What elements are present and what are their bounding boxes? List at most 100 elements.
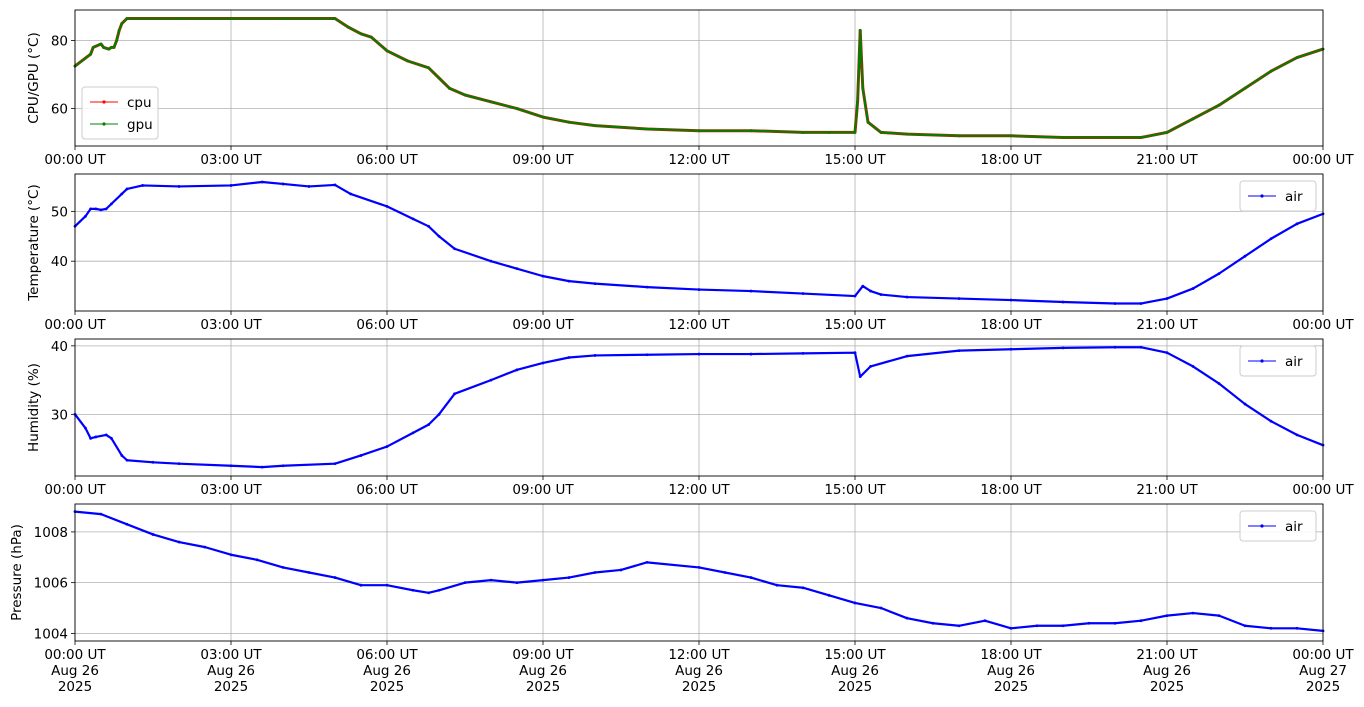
legend-label-cpu: cpu bbox=[127, 95, 152, 111]
data-point-gpu bbox=[515, 107, 519, 110]
data-point-air bbox=[385, 204, 389, 208]
legend-label-air: air bbox=[1285, 354, 1303, 370]
data-point-gpu bbox=[385, 49, 389, 53]
data-point-air bbox=[1009, 347, 1013, 351]
axes-frame bbox=[74, 338, 1324, 477]
data-point-air bbox=[869, 289, 872, 293]
data-point-air bbox=[905, 295, 909, 299]
data-point-air bbox=[905, 354, 909, 358]
x-tick-label: 00:00 UT bbox=[44, 482, 106, 498]
data-point-air bbox=[125, 187, 129, 191]
data-point-air bbox=[453, 247, 456, 251]
data-point-gpu bbox=[437, 76, 441, 80]
data-point-air bbox=[567, 279, 571, 283]
x-tick-label: 15:00 UT bbox=[824, 482, 886, 498]
data-point-air bbox=[1191, 611, 1195, 615]
legend-box bbox=[81, 86, 159, 140]
data-point-gpu bbox=[489, 100, 493, 104]
data-point-air bbox=[1087, 621, 1091, 625]
data-point-air bbox=[879, 606, 883, 610]
data-point-air bbox=[411, 217, 415, 221]
data-point-air bbox=[260, 180, 264, 184]
x-tick-label: 18:00 UT bbox=[980, 152, 1042, 168]
x-tick-label: 21:00 UT bbox=[1136, 152, 1198, 168]
data-point-air bbox=[99, 512, 103, 516]
data-point-air bbox=[84, 214, 87, 218]
data-point-gpu bbox=[1139, 136, 1143, 139]
data-point-air bbox=[827, 593, 831, 597]
legend: air bbox=[1239, 510, 1317, 542]
data-point-gpu bbox=[593, 124, 597, 127]
data-point-air bbox=[1243, 402, 1247, 406]
x-tick-label: 03:00 UT bbox=[200, 482, 262, 498]
x-tick-label: 00:00 UT bbox=[1292, 317, 1354, 333]
data-point-air bbox=[697, 288, 701, 291]
data-point-air bbox=[307, 571, 311, 574]
legend-marker-cpu bbox=[102, 100, 106, 104]
legend-box bbox=[1239, 345, 1317, 377]
data-point-air bbox=[89, 207, 92, 211]
data-point-air bbox=[567, 576, 571, 579]
x-tick-label: 09:00 UT bbox=[512, 482, 574, 498]
data-point-air bbox=[957, 349, 961, 353]
data-point-air bbox=[89, 436, 92, 440]
data-point-air bbox=[411, 431, 415, 435]
data-point-air bbox=[104, 207, 108, 211]
x-tick-label: 00:00 UT bbox=[44, 317, 106, 333]
data-point-air bbox=[1139, 619, 1143, 623]
legend-marker-air bbox=[1260, 194, 1264, 198]
data-point-air bbox=[151, 460, 155, 464]
x-tick-label: 06:00 UT bbox=[356, 317, 418, 333]
data-point-air bbox=[1165, 297, 1169, 300]
panel-1: 00:00 UT 03:00 UT 06:00 UT 09:00 UT 12:00 UT… bbox=[26, 173, 1354, 333]
data-point-air bbox=[593, 282, 597, 285]
data-point-gpu bbox=[957, 134, 961, 138]
data-point-air bbox=[349, 192, 352, 196]
data-point-air bbox=[84, 426, 87, 430]
data-point-air bbox=[125, 458, 129, 462]
panel-3: 00:00 UT Aug 26 2025 03:00 UT Aug 26 2025 06:0… bbox=[9, 503, 1354, 695]
data-point-air bbox=[697, 566, 701, 569]
data-point-gpu bbox=[541, 115, 545, 119]
data-point-air bbox=[983, 619, 987, 623]
data-point-air bbox=[203, 545, 207, 549]
x-tick-label: 03:00 UT bbox=[200, 152, 262, 168]
data-point-gpu bbox=[1191, 117, 1195, 121]
data-point-air bbox=[385, 445, 389, 448]
data-point-air bbox=[931, 621, 935, 625]
data-point-air bbox=[645, 560, 649, 564]
data-point-air bbox=[437, 412, 441, 416]
x-tick-label: 21:00 UT bbox=[1136, 317, 1198, 333]
data-point-air bbox=[463, 581, 467, 585]
data-point-air bbox=[567, 356, 571, 359]
axes-frame bbox=[74, 9, 1324, 147]
legend: cpu gpu bbox=[81, 86, 159, 140]
x-tick-label: 00:00 UT bbox=[1292, 152, 1354, 168]
data-point-air bbox=[489, 259, 493, 263]
y-axis-label: Humidity (%) bbox=[26, 363, 42, 452]
data-point-air bbox=[120, 454, 124, 457]
data-point-gpu bbox=[117, 29, 121, 32]
data-point-air bbox=[593, 571, 597, 574]
data-point-air bbox=[749, 352, 753, 356]
data-point-air bbox=[229, 184, 233, 187]
data-point-air bbox=[1217, 272, 1221, 276]
data-point-gpu bbox=[448, 86, 451, 90]
data-point-air bbox=[281, 566, 285, 569]
data-point-air bbox=[957, 624, 961, 628]
legend: air bbox=[1239, 345, 1317, 377]
data-point-gpu bbox=[110, 46, 113, 49]
data-point-gpu bbox=[697, 129, 701, 133]
x-tick-label: 06:00 UT bbox=[356, 152, 418, 168]
axes-frame bbox=[74, 503, 1324, 642]
data-point-air bbox=[1165, 351, 1169, 355]
x-tick-label: 00:00 UT Aug 27 2025 bbox=[1292, 647, 1354, 695]
data-point-air bbox=[229, 464, 233, 468]
data-point-air bbox=[110, 202, 113, 206]
data-point-gpu bbox=[406, 59, 410, 63]
data-point-gpu bbox=[866, 120, 870, 124]
data-point-air bbox=[697, 352, 701, 356]
data-point-air bbox=[281, 464, 285, 468]
data-point-gpu bbox=[801, 131, 805, 134]
data-point-gpu bbox=[120, 22, 124, 25]
